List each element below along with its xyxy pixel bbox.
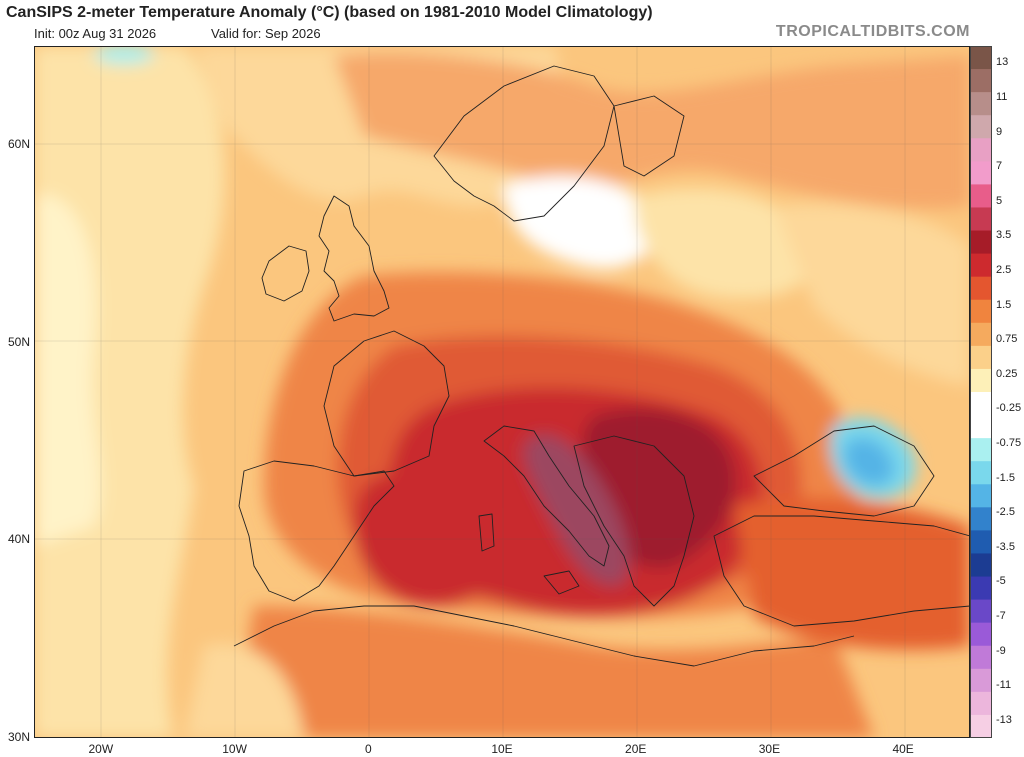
coast-black-sea xyxy=(753,425,935,517)
colorbar-label: 9 xyxy=(996,125,1003,138)
anomaly-black-sea-core xyxy=(843,437,895,486)
colorbar-segment xyxy=(970,668,992,693)
valid-time: Valid for: Sep 2026 xyxy=(211,26,321,41)
colorbar-segment xyxy=(970,276,992,301)
colorbar-label: -1.5 xyxy=(996,471,1015,484)
colorbar-label: -7 xyxy=(996,609,1006,622)
coast-italy xyxy=(483,425,610,567)
coast-north-africa xyxy=(233,605,855,667)
colorbar-segment xyxy=(970,69,992,93)
country-outlines xyxy=(233,65,970,667)
latitude-label: 60N xyxy=(7,136,30,151)
colorbar-label: -3.5 xyxy=(996,540,1015,553)
longitude-label: 10E xyxy=(491,742,513,756)
colorbar-label: -2.5 xyxy=(996,506,1015,519)
colorbar-segment xyxy=(970,438,992,462)
colorbar-frame xyxy=(970,46,992,738)
colorbar-label: 2.5 xyxy=(996,263,1012,276)
colorbar-segment xyxy=(970,184,992,208)
colorbar-segment xyxy=(970,714,992,738)
latitude-label: 40N xyxy=(7,532,30,547)
graticule xyxy=(34,46,970,738)
colorbar-segment xyxy=(970,322,992,347)
colorbar-segment xyxy=(970,691,992,716)
init-time: Init: 00z Aug 31 2026 xyxy=(34,26,157,41)
colorbar-label: 11 xyxy=(996,90,1008,103)
colorbar-segment xyxy=(970,392,992,416)
colorbar xyxy=(970,46,992,738)
colorbar-segment xyxy=(970,46,992,70)
coast-sicily xyxy=(543,570,580,595)
anomaly-poland-cool xyxy=(634,188,816,299)
anomaly-adriatic-peak xyxy=(523,434,629,586)
anomaly-north-cold-spot xyxy=(94,46,154,64)
colorbar-segment xyxy=(970,253,992,278)
colorbar-segment xyxy=(970,207,992,232)
colorbar-label: -11 xyxy=(996,679,1012,692)
colorbar-label: -13 xyxy=(996,713,1012,726)
colorbar-segment xyxy=(970,161,992,185)
map-frame xyxy=(34,46,970,738)
colorbar-segment xyxy=(970,645,992,670)
longitude-label: 10W xyxy=(222,742,247,756)
latitude-label: 30N xyxy=(7,730,30,744)
anomaly-north-warm xyxy=(334,52,970,209)
longitude-label: 20E xyxy=(625,742,647,756)
coast-balkans xyxy=(573,435,695,607)
colorbar-label: 0.25 xyxy=(996,367,1018,380)
anomaly-north-africa xyxy=(234,606,874,738)
anomaly-east-light xyxy=(774,203,970,386)
colorbar-label: -0.75 xyxy=(996,436,1022,449)
coast-finland xyxy=(613,95,685,177)
brand-watermark: TROPICALTIDBITS.COM xyxy=(775,23,970,40)
colorbar-segment xyxy=(970,576,992,601)
temperature-anomaly-map xyxy=(34,46,970,738)
colorbar-label: 1.5 xyxy=(996,298,1012,311)
coast-france xyxy=(323,330,450,477)
colorbar-label: -9 xyxy=(996,644,1006,657)
colorbar-segment xyxy=(970,415,992,439)
coast-anatolia xyxy=(713,515,970,627)
coast-ireland xyxy=(261,245,310,302)
colorbar-segment xyxy=(970,553,992,578)
coast-iberia xyxy=(238,460,395,602)
longitude-label: 20W xyxy=(88,742,114,756)
colorbar-segment xyxy=(970,345,992,370)
colorbar-label: -0.25 xyxy=(996,402,1022,415)
colorbar-label: 3.5 xyxy=(996,229,1012,242)
colorbar-segment xyxy=(970,115,992,139)
anomaly-atlantic-light xyxy=(34,46,225,738)
colorbar-label: 0.75 xyxy=(996,333,1018,346)
colorbar-label: 5 xyxy=(996,194,1003,207)
coast-sardinia xyxy=(478,513,495,552)
colorbar-segment xyxy=(970,92,992,116)
longitude-label: 40E xyxy=(892,742,914,756)
colorbar-segment xyxy=(970,299,992,324)
colorbar-segment xyxy=(970,599,992,624)
anomaly-baltic-cool xyxy=(504,176,656,269)
colorbar-segment xyxy=(970,622,992,647)
colorbar-segment xyxy=(970,138,992,162)
colorbar-segment xyxy=(970,484,992,508)
anomaly-north-africa-west xyxy=(184,644,304,738)
colorbar-segment xyxy=(970,461,992,485)
coast-scandinavia xyxy=(433,65,615,222)
colorbar-label: 7 xyxy=(996,160,1003,173)
coast-great-britain xyxy=(318,195,390,322)
colorbar-segment xyxy=(970,368,992,393)
colorbar-segment xyxy=(970,530,992,554)
colorbar-label: -5 xyxy=(996,575,1006,588)
anomaly-fields xyxy=(34,46,970,738)
anomaly-western-med-hot xyxy=(354,473,516,606)
map-title: CanSIPS 2-meter Temperature Anomaly (°C)… xyxy=(6,4,653,21)
colorbar-segment xyxy=(970,230,992,255)
latitude-label: 50N xyxy=(7,334,30,349)
longitude-label: 0 xyxy=(364,742,372,756)
longitude-label: 30E xyxy=(758,742,781,756)
colorbar-segment xyxy=(970,507,992,531)
colorbar-label: 13 xyxy=(996,56,1009,69)
anomaly-atlantic-palest xyxy=(34,194,102,547)
